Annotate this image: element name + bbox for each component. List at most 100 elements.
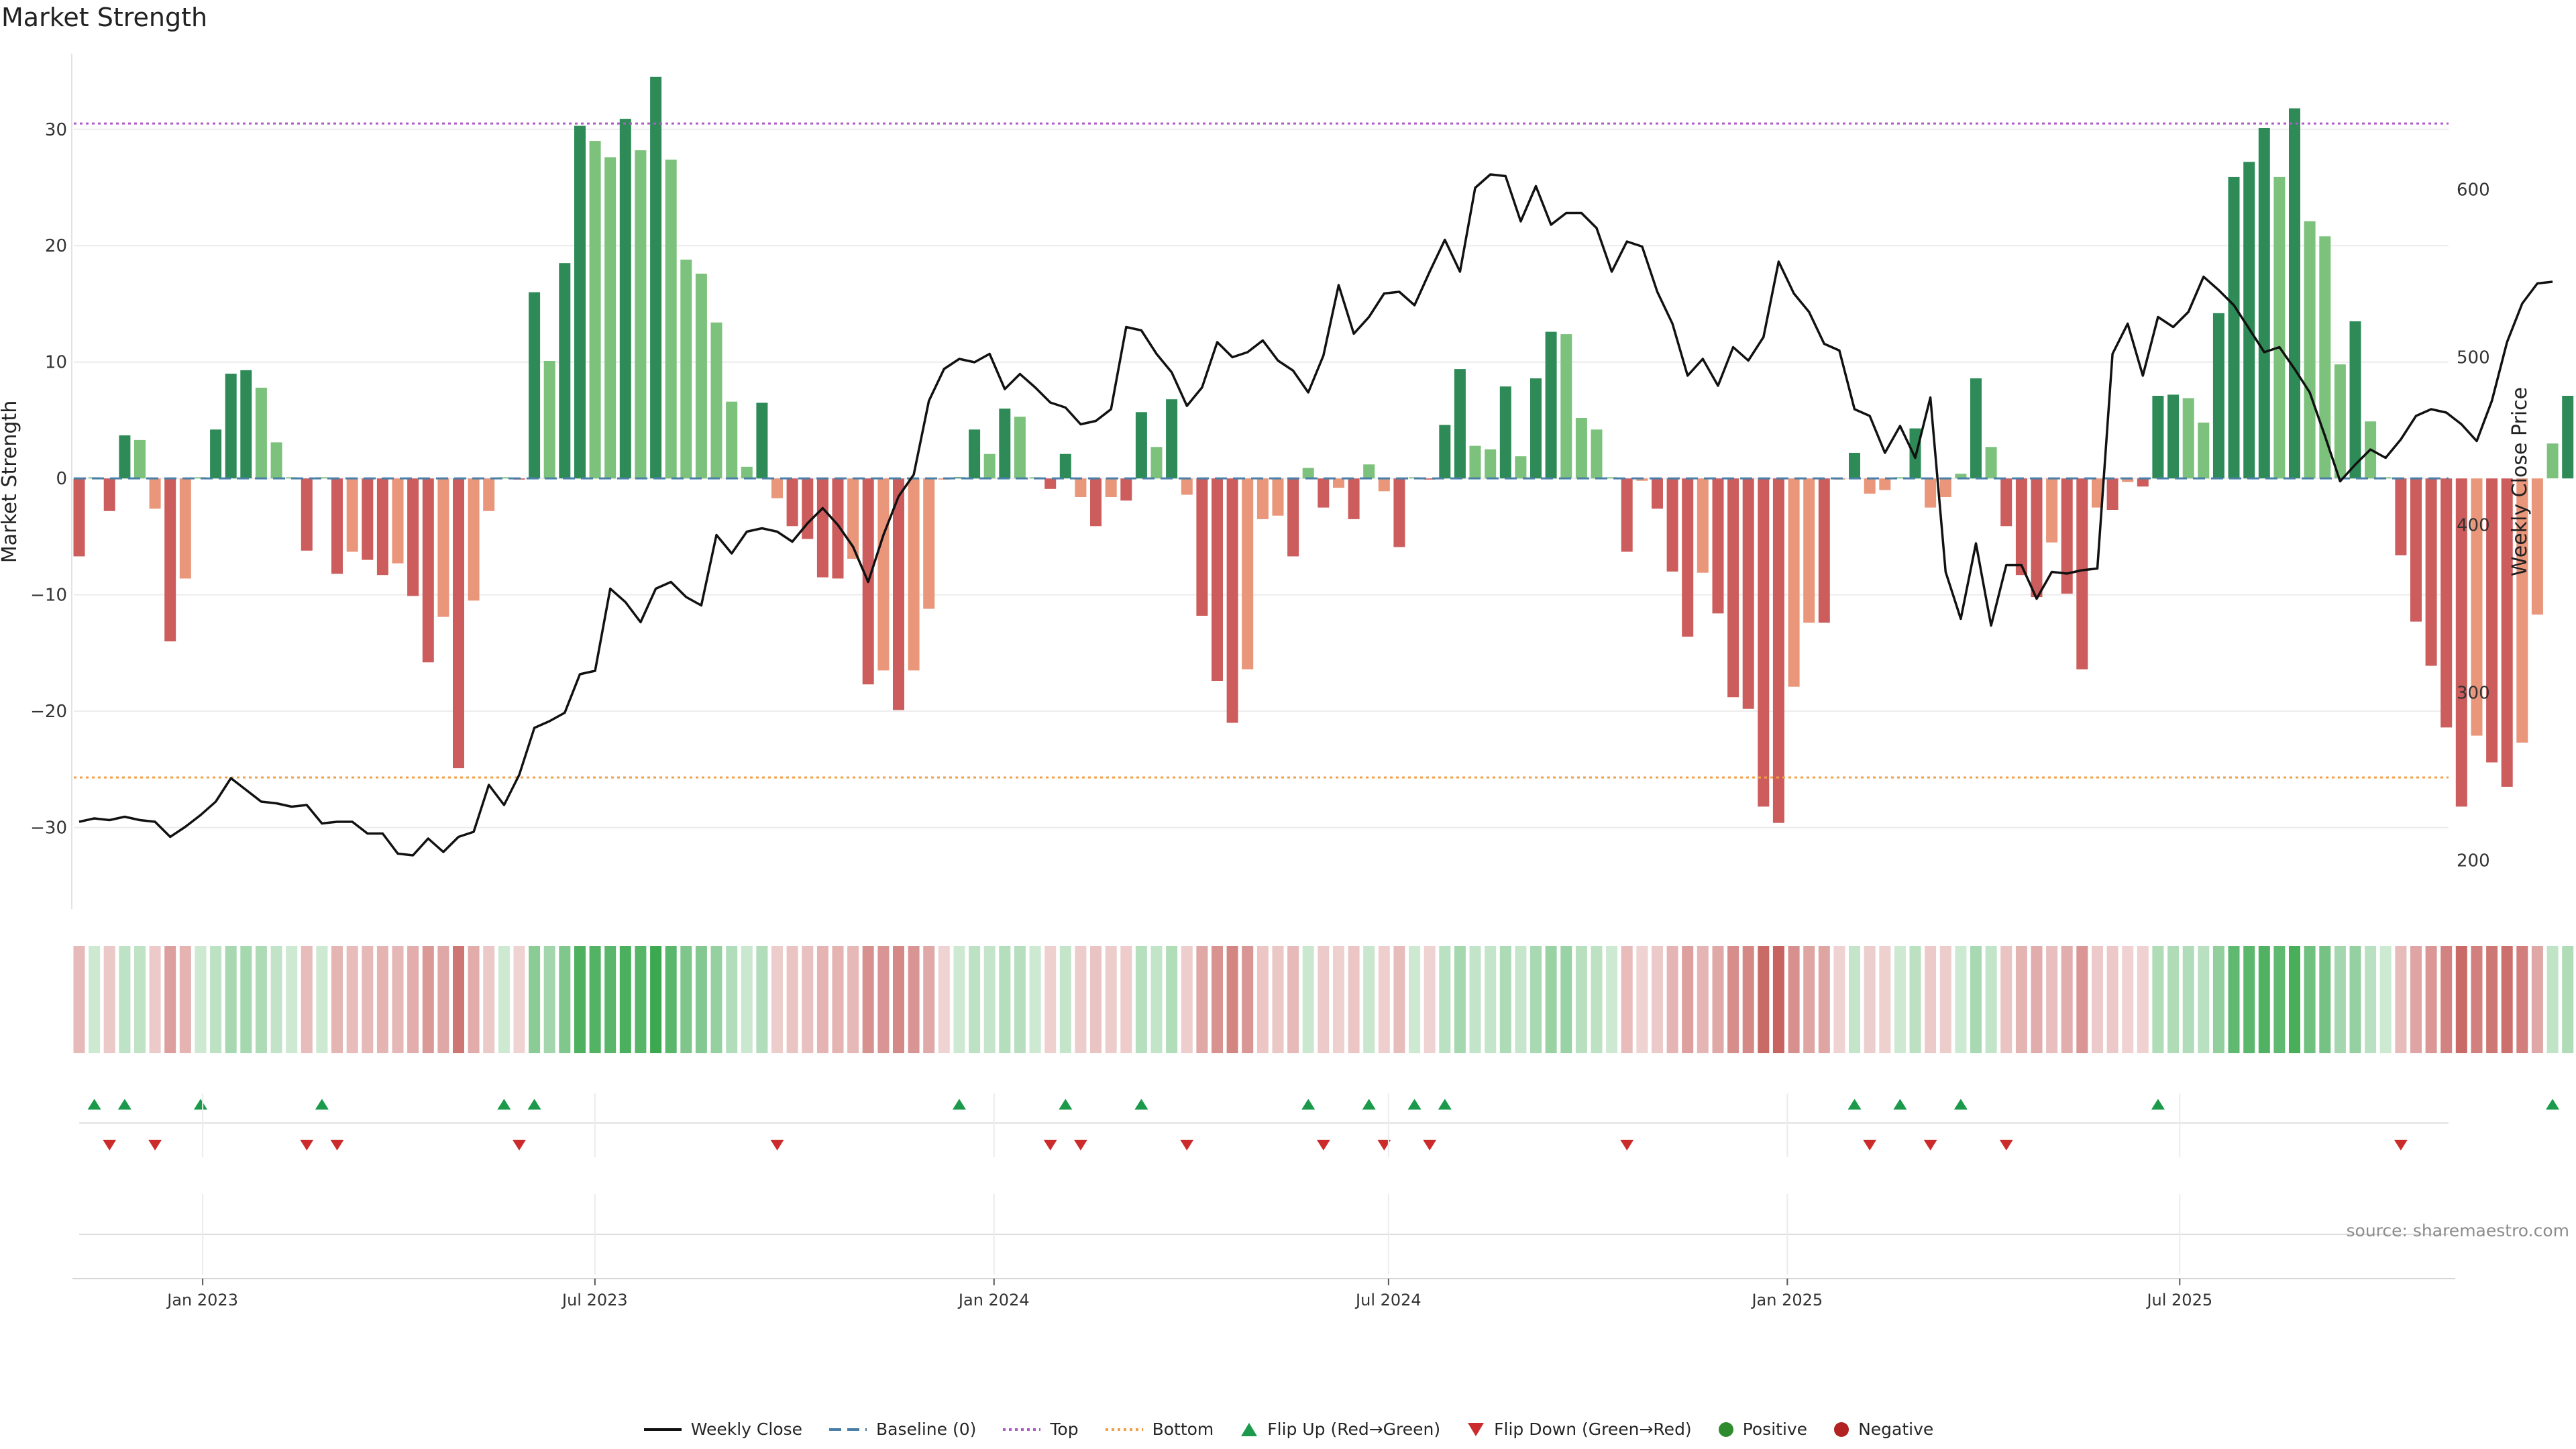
heat-cell bbox=[392, 946, 404, 1053]
heat-cell bbox=[559, 946, 571, 1053]
legend-positive: Positive bbox=[1717, 1419, 1807, 1439]
flip-down-marker bbox=[1923, 1140, 1937, 1150]
flip-up-marker bbox=[527, 1099, 541, 1110]
heat-cell bbox=[1606, 946, 1618, 1053]
strength-bar bbox=[2319, 236, 2331, 479]
heat-cell bbox=[483, 946, 495, 1053]
y-tick-label: −10 bbox=[30, 586, 67, 606]
heat-cell bbox=[1499, 946, 1511, 1053]
heat-cell bbox=[1196, 946, 1208, 1053]
strength-bar bbox=[1287, 478, 1299, 557]
strength-bar bbox=[134, 439, 146, 479]
y-tick-label: 30 bbox=[45, 120, 67, 140]
strength-bar bbox=[1302, 468, 1314, 479]
heat-cell bbox=[1333, 946, 1344, 1053]
flip-markers bbox=[79, 1099, 2560, 1235]
triangle-up-icon bbox=[1241, 1422, 1258, 1436]
strength-bar bbox=[1318, 478, 1330, 508]
triangle-down-icon bbox=[1468, 1422, 1485, 1436]
y2-tick-label: 600 bbox=[2457, 180, 2490, 201]
heat-cell bbox=[2182, 946, 2194, 1053]
strength-bar bbox=[468, 478, 480, 601]
strength-bar bbox=[2122, 478, 2134, 482]
flip-down-marker bbox=[1073, 1140, 1087, 1150]
strength-bar bbox=[619, 119, 631, 479]
strength-bar bbox=[2031, 478, 2043, 598]
heat-cell bbox=[816, 946, 828, 1053]
strength-bar bbox=[832, 478, 844, 579]
heat-cell bbox=[301, 946, 313, 1053]
heat-cell bbox=[2167, 946, 2180, 1053]
legend-baseline-label: Baseline (0) bbox=[876, 1419, 977, 1439]
heat-cell bbox=[2365, 946, 2377, 1053]
flip-down-marker bbox=[1316, 1140, 1330, 1150]
strength-bar bbox=[802, 478, 814, 539]
strength-bar bbox=[726, 401, 738, 479]
heat-cell bbox=[2334, 946, 2346, 1053]
heat-cell bbox=[1181, 946, 1193, 1053]
strength-bar bbox=[2228, 176, 2240, 479]
heat-cell bbox=[225, 946, 237, 1053]
strength-bar bbox=[1378, 478, 1390, 492]
strength-bar bbox=[2395, 478, 2407, 555]
strength-bar bbox=[953, 477, 965, 479]
heat-cell bbox=[422, 946, 434, 1053]
strength-bar bbox=[1879, 478, 1891, 490]
strength-bars bbox=[73, 76, 2574, 823]
legend: Weekly Close Baseline (0) Top Bottom Fli… bbox=[0, 1419, 2576, 1439]
strength-bar bbox=[2531, 478, 2543, 615]
heat-cell bbox=[893, 946, 904, 1053]
strength-bar bbox=[786, 478, 798, 527]
heat-cell bbox=[1727, 946, 1739, 1053]
strength-bar bbox=[1621, 478, 1633, 552]
heat-cell bbox=[2531, 946, 2543, 1053]
strength-bar bbox=[1575, 418, 1587, 479]
x-tick-label: Jan 2025 bbox=[1750, 1291, 1823, 1309]
flip-up-marker bbox=[117, 1099, 131, 1110]
flip-up-marker bbox=[1893, 1099, 1907, 1110]
flip-down-marker bbox=[300, 1140, 314, 1150]
strength-bar bbox=[2092, 478, 2103, 508]
strength-bar bbox=[2562, 396, 2574, 479]
heat-cell bbox=[2486, 946, 2498, 1053]
heat-cell bbox=[2015, 946, 2027, 1053]
heat-cell bbox=[376, 946, 388, 1053]
heat-cell bbox=[756, 946, 768, 1053]
strength-bar bbox=[1545, 331, 1557, 479]
heat-cell bbox=[1682, 946, 1694, 1053]
flip-down-marker bbox=[1180, 1140, 1194, 1150]
strength-bar bbox=[2137, 478, 2149, 487]
heat-cell bbox=[771, 946, 783, 1053]
heat-cell bbox=[1575, 946, 1587, 1053]
strength-bar bbox=[2273, 176, 2286, 479]
strength-bar bbox=[1424, 478, 1436, 480]
heat-cell bbox=[1409, 946, 1421, 1053]
heat-cell bbox=[89, 946, 101, 1053]
heat-cell bbox=[1818, 946, 1830, 1053]
source-note: source: sharemaestro.com bbox=[2346, 1221, 2570, 1240]
strength-bar bbox=[1849, 453, 1860, 479]
strength-bar bbox=[1772, 478, 1784, 823]
heat-cell bbox=[513, 946, 525, 1053]
heat-cell bbox=[1363, 946, 1375, 1053]
heat-cell bbox=[543, 946, 555, 1053]
heat-cell bbox=[1439, 946, 1451, 1053]
heat-cell bbox=[1515, 946, 1527, 1053]
strength-bar bbox=[422, 478, 434, 663]
strength-bar bbox=[559, 263, 571, 479]
heat-cell bbox=[665, 946, 677, 1053]
strength-bar bbox=[695, 273, 707, 479]
heat-cell bbox=[2395, 946, 2407, 1053]
x-tick-label: Jul 2024 bbox=[1354, 1291, 1421, 1309]
strength-bar bbox=[893, 478, 904, 710]
strength-bar bbox=[2243, 162, 2255, 479]
strength-bar bbox=[164, 478, 176, 642]
strength-bar bbox=[2455, 478, 2467, 807]
strength-bar bbox=[2182, 398, 2194, 479]
heat-cell bbox=[2106, 946, 2118, 1053]
heat-cell bbox=[908, 946, 920, 1053]
flip-up-marker bbox=[952, 1099, 966, 1110]
heat-cell bbox=[1758, 946, 1770, 1053]
weekly-close-line bbox=[78, 173, 2553, 857]
heat-cell bbox=[1666, 946, 1678, 1053]
